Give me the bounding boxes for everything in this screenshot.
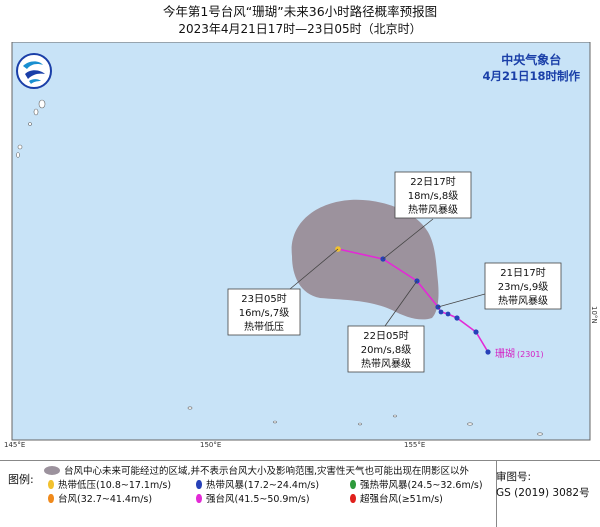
track-point — [438, 309, 444, 315]
callout-box-23-05: 23日05时 16m/s,7级 热带低压 — [227, 288, 301, 336]
lon-label-155: 155°E — [404, 441, 426, 449]
legend-cone-row: 台风中心未来可能经过的区域,并不表示台风大小及影响范围,灾害性天气也可能出现在阴… — [44, 465, 494, 479]
severe-storm-dot-icon — [350, 480, 356, 489]
legend-item: 超强台风(≥51m/s) — [350, 493, 443, 507]
agency-name: 中央气象台 — [501, 53, 562, 67]
map-frame — [11, 42, 591, 441]
legend-title: 图例: — [8, 473, 34, 486]
review-code: GS (2019) 3082号 — [496, 487, 590, 499]
callout-grade: 热带风暴级 — [408, 203, 458, 216]
track-point — [473, 329, 479, 335]
cma-logo-icon — [16, 53, 52, 89]
lat-label-10: 10°N — [590, 306, 598, 324]
legend-cone-text: 台风中心未来可能经过的区域,并不表示台风大小及影响范围,灾害性天气也可能出现在阴… — [64, 466, 470, 477]
cone-swatch-icon — [44, 466, 60, 475]
depression-dot-icon — [48, 480, 54, 489]
callout-wind: 16m/s,7级 — [239, 307, 290, 319]
legend-divider — [496, 461, 497, 527]
legend-item: 热带低压(10.8~17.1m/s) — [48, 479, 171, 493]
legend-panel: 图例: 台风中心未来可能经过的区域,并不表示台风大小及影响范围,灾害性天气也可能… — [0, 460, 600, 527]
lon-label-145: 145°E — [4, 441, 26, 449]
review-number-block: 审图号: GS (2019) 3082号 — [496, 469, 592, 501]
legend-items: 台风中心未来可能经过的区域,并不表示台风大小及影响范围,灾害性天气也可能出现在阴… — [44, 465, 494, 507]
callout-wind: 23m/s,9级 — [498, 281, 549, 293]
track-point — [485, 349, 491, 355]
legend-item: 台风(32.7~41.4m/s) — [48, 493, 152, 507]
islands — [16, 99, 543, 436]
lon-label-150: 150°E — [200, 441, 222, 449]
callout-time: 21日17时 — [500, 267, 545, 279]
storm-name: 珊瑚 (2301) — [495, 348, 544, 360]
review-label: 审图号: — [496, 471, 532, 483]
super-typhoon-dot-icon — [350, 494, 356, 503]
callout-time: 22日05时 — [363, 330, 408, 342]
map-header: 今年第1号台风“珊瑚”未来36小时路径概率预报图 2023年4月21日17时—2… — [0, 0, 600, 42]
legend-row: 热带低压(10.8~17.1m/s) 热带风暴(17.2~24.4m/s) 强热… — [44, 479, 494, 493]
callout-time: 22日17时 — [410, 176, 455, 188]
callout-wind: 18m/s,8级 — [408, 190, 459, 202]
callout-lines — [289, 218, 486, 327]
tropical-storm-dot-icon — [196, 480, 202, 489]
legend-item: 强热带风暴(24.5~32.6m/s) — [350, 479, 483, 493]
probability-cone — [291, 199, 439, 320]
callout-wind: 20m/s,8级 — [361, 344, 412, 356]
track-point — [454, 315, 460, 321]
agency-block: 中央气象台 4月21日18时制作 — [482, 52, 580, 84]
callout-grade: 热带低压 — [244, 320, 284, 333]
severe-typhoon-dot-icon — [196, 494, 202, 503]
track-point — [445, 311, 451, 317]
typhoon-dot-icon — [48, 494, 54, 503]
map-subtitle: 2023年4月21日17时—23日05时（北京时） — [178, 22, 422, 36]
typhoon-map: 22日17时 18m/s,8级 热带风暴级 21日17时 23m/s,9级 热带… — [11, 42, 591, 441]
made-time: 4月21日18时制作 — [482, 69, 580, 83]
callout-grade: 热带风暴级 — [361, 357, 411, 370]
legend-item: 热带风暴(17.2~24.4m/s) — [196, 479, 319, 493]
map-title: 今年第1号台风“珊瑚”未来36小时路径概率预报图 — [162, 4, 438, 19]
callout-time: 23日05时 — [241, 293, 286, 305]
legend-item: 强台风(41.5~50.9m/s) — [196, 493, 310, 507]
callout-box-21-17: 21日17时 23m/s,9级 热带风暴级 — [484, 262, 562, 310]
callout-grade: 热带风暴级 — [498, 294, 548, 307]
legend-row: 台风(32.7~41.4m/s) 强台风(41.5~50.9m/s) 超强台风(… — [44, 493, 494, 507]
callout-box-22-05: 22日05时 20m/s,8级 热带风暴级 — [347, 325, 425, 373]
callout-box-22-17: 22日17时 18m/s,8级 热带风暴级 — [394, 171, 472, 219]
